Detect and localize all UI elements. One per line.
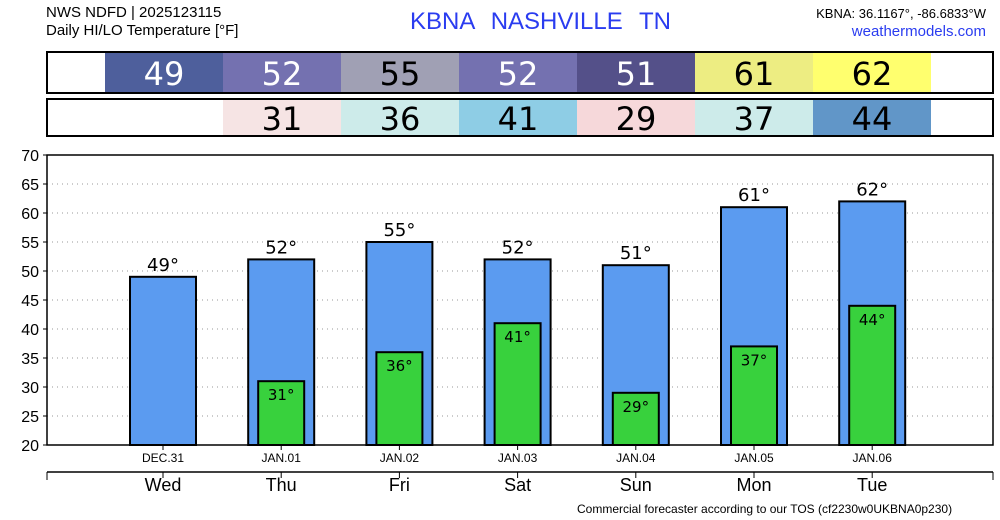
lo-table-value: 41 (498, 100, 539, 138)
low-bar (848, 304, 897, 446)
y-tick-label: 35 (21, 351, 39, 368)
lo-table-value: 36 (380, 100, 421, 138)
high-label: 51° (620, 243, 652, 264)
lo-table-cell (223, 100, 341, 135)
lo-table-value: 29 (616, 100, 657, 138)
hi-table-value: 62 (852, 55, 893, 93)
hi-table-cell (341, 53, 459, 92)
hi-table-value: 52 (498, 55, 539, 93)
low-label: 29° (623, 398, 650, 416)
y-tick-label: 70 (21, 148, 39, 165)
hi-table-cell (577, 53, 695, 92)
y-tick-label: 20 (21, 438, 39, 455)
low-label: 31° (268, 386, 295, 404)
station-title: KBNA NASHVILLE TN (410, 8, 671, 35)
low-bar (730, 345, 778, 446)
station-coords: KBNA: 36.1167°, -86.6833°W (816, 6, 986, 21)
date-label: DEC.31 (142, 451, 184, 465)
date-label: JAN.03 (498, 451, 538, 465)
high-label: 49° (147, 255, 179, 276)
y-tick-label: 30 (21, 380, 39, 397)
date-label: JAN.04 (616, 451, 656, 465)
low-label: 44° (859, 311, 886, 329)
hi-table-cell (695, 53, 813, 92)
high-label: 62° (856, 179, 888, 200)
day-label: Mon (736, 475, 771, 495)
hi-table-cell (105, 53, 223, 92)
low-label: 41° (504, 328, 531, 346)
y-tick-label: 60 (21, 206, 39, 223)
date-label: JAN.02 (380, 451, 420, 465)
low-bar (611, 391, 660, 446)
day-label: Fri (389, 475, 410, 495)
low-bar (375, 351, 424, 447)
hi-table-value: 61 (734, 55, 775, 93)
lo-table-cell (105, 100, 223, 135)
hi-table-value: 49 (144, 55, 185, 93)
hi-table-cell (459, 53, 577, 92)
lo-table-cell (813, 100, 931, 135)
date-label: JAN.01 (262, 451, 302, 465)
lo-table-value: 31 (262, 100, 303, 138)
high-label: 52° (265, 237, 297, 258)
chart-subtitle: Daily HI/LO Temperature [°F] (46, 22, 239, 39)
y-tick-label: 25 (21, 409, 39, 426)
date-label: JAN.05 (734, 451, 774, 465)
lo-table-value: 37 (734, 100, 775, 138)
lo-table-value: 44 (852, 100, 893, 138)
hi-table-value: 55 (380, 55, 421, 93)
product-title: NWS NDFD | 2025123115 (46, 4, 222, 21)
day-label: Tue (857, 475, 887, 495)
day-label: Sun (620, 475, 652, 495)
hi-table-cell (813, 53, 931, 92)
low-label: 37° (741, 351, 768, 369)
hi-table-cell (223, 53, 341, 92)
high-label: 52° (502, 237, 534, 258)
hi-table-value: 51 (616, 55, 657, 93)
y-tick-label: 50 (21, 264, 39, 281)
y-tick-label: 55 (21, 235, 39, 252)
y-tick-label: 45 (21, 293, 39, 310)
lo-table-cell (341, 100, 459, 135)
hi-table-value: 52 (262, 55, 303, 93)
low-bar (257, 380, 306, 447)
date-label: JAN.06 (853, 451, 893, 465)
day-label: Wed (145, 475, 182, 495)
lo-table-cell (577, 100, 695, 135)
footer-note: Commercial forecaster according to our T… (577, 502, 953, 516)
high-bar (129, 275, 197, 446)
low-label: 36° (386, 357, 413, 375)
site-link[interactable]: weathermodels.com (851, 23, 986, 40)
lo-table-cell (695, 100, 813, 135)
high-label: 55° (383, 220, 415, 241)
y-tick-label: 65 (21, 177, 39, 194)
y-tick-label: 40 (21, 322, 39, 339)
high-label: 61° (738, 185, 770, 206)
day-label: Thu (266, 475, 297, 495)
lo-table-cell (459, 100, 577, 135)
day-label: Sat (504, 475, 531, 495)
